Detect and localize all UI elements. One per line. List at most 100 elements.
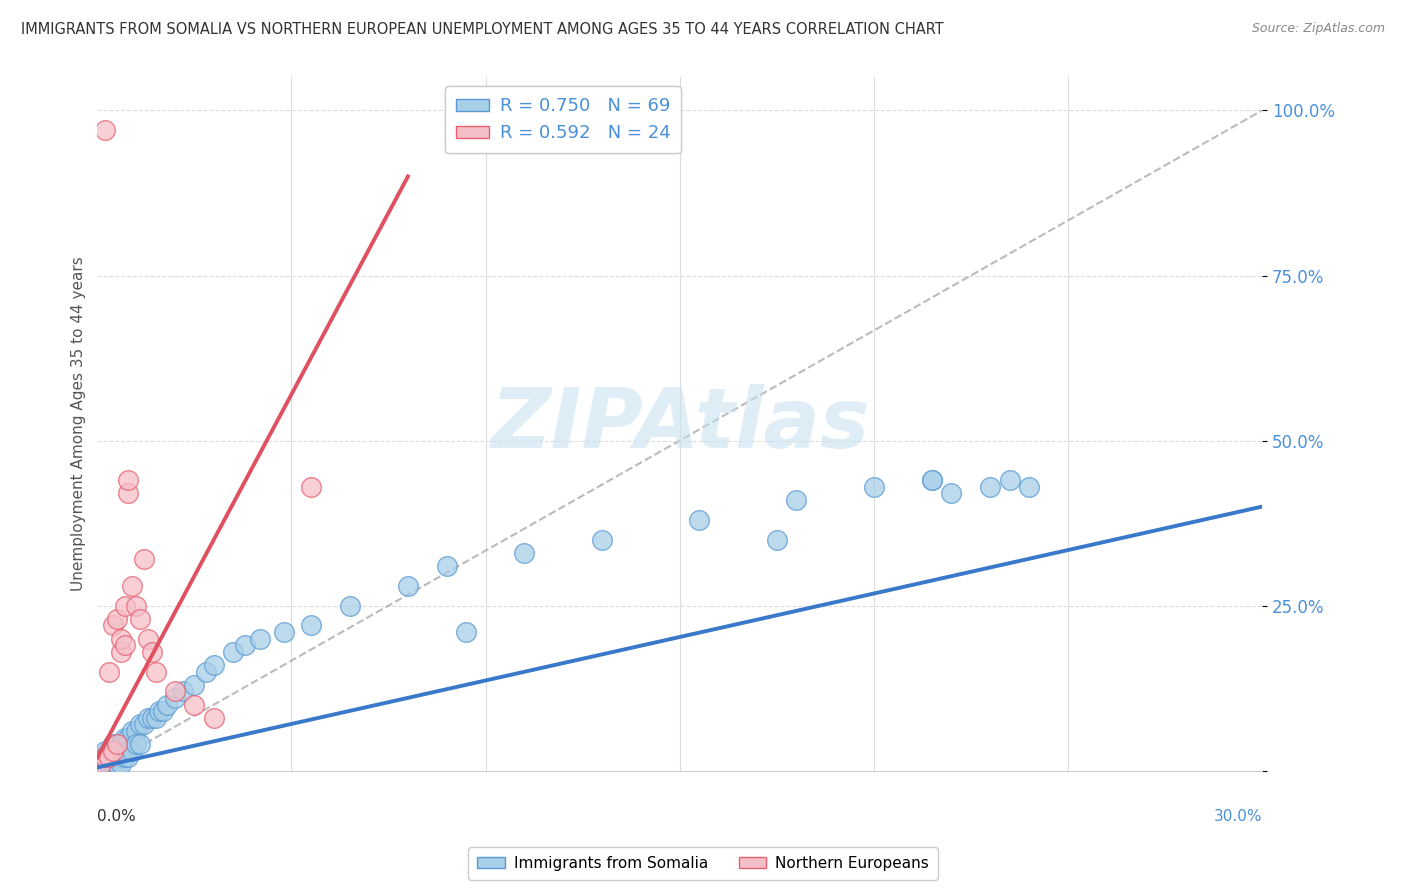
Point <box>299 480 322 494</box>
Point <box>98 750 121 764</box>
Point <box>105 612 128 626</box>
Point <box>183 698 205 712</box>
Point <box>114 750 136 764</box>
Point <box>688 513 710 527</box>
Point <box>136 711 159 725</box>
Point <box>163 691 186 706</box>
Point <box>101 737 124 751</box>
Point <box>339 599 361 613</box>
Point <box>114 599 136 613</box>
Point <box>105 757 128 772</box>
Point <box>117 750 139 764</box>
Point <box>101 744 124 758</box>
Point <box>90 750 112 764</box>
Point <box>152 704 174 718</box>
Point <box>114 744 136 758</box>
Point <box>202 658 225 673</box>
Point <box>121 724 143 739</box>
Point <box>591 533 613 547</box>
Point <box>94 744 117 758</box>
Point <box>105 750 128 764</box>
Point <box>125 599 148 613</box>
Point <box>90 757 112 772</box>
Point <box>105 744 128 758</box>
Point <box>129 612 152 626</box>
Point <box>765 533 787 547</box>
Point <box>129 737 152 751</box>
Point <box>117 486 139 500</box>
Point <box>114 638 136 652</box>
Point <box>125 724 148 739</box>
Text: IMMIGRANTS FROM SOMALIA VS NORTHERN EUROPEAN UNEMPLOYMENT AMONG AGES 35 TO 44 YE: IMMIGRANTS FROM SOMALIA VS NORTHERN EURO… <box>21 22 943 37</box>
Point <box>98 757 121 772</box>
Y-axis label: Unemployment Among Ages 35 to 44 years: Unemployment Among Ages 35 to 44 years <box>72 257 86 591</box>
Point <box>110 750 132 764</box>
Point <box>979 480 1001 494</box>
Point <box>125 737 148 751</box>
Legend: R = 0.750   N = 69, R = 0.592   N = 24: R = 0.750 N = 69, R = 0.592 N = 24 <box>446 87 681 153</box>
Point <box>110 737 132 751</box>
Point <box>941 486 963 500</box>
Point <box>117 473 139 487</box>
Point <box>921 473 943 487</box>
Point <box>195 665 218 679</box>
Point <box>156 698 179 712</box>
Point <box>172 684 194 698</box>
Point <box>101 757 124 772</box>
Point <box>105 737 128 751</box>
Point <box>136 632 159 646</box>
Point <box>110 744 132 758</box>
Point <box>101 757 124 772</box>
Point <box>94 757 117 772</box>
Point <box>513 546 536 560</box>
Point <box>101 744 124 758</box>
Point <box>998 473 1021 487</box>
Text: Source: ZipAtlas.com: Source: ZipAtlas.com <box>1251 22 1385 36</box>
Point <box>129 717 152 731</box>
Point <box>110 632 132 646</box>
Point <box>456 625 478 640</box>
Point <box>101 618 124 632</box>
Point <box>145 665 167 679</box>
Point <box>117 731 139 745</box>
Point <box>105 737 128 751</box>
Point <box>273 625 295 640</box>
Point <box>98 744 121 758</box>
Point <box>202 711 225 725</box>
Point <box>222 645 245 659</box>
Point <box>98 750 121 764</box>
Point <box>98 665 121 679</box>
Point <box>862 480 884 494</box>
Text: ZIPAtlas: ZIPAtlas <box>491 384 869 465</box>
Point <box>396 579 419 593</box>
Point <box>94 750 117 764</box>
Point <box>921 473 943 487</box>
Point <box>299 618 322 632</box>
Point <box>1018 480 1040 494</box>
Point <box>101 750 124 764</box>
Point <box>163 684 186 698</box>
Point <box>94 123 117 137</box>
Point <box>148 704 170 718</box>
Point <box>98 750 121 764</box>
Point <box>121 744 143 758</box>
Point <box>249 632 271 646</box>
Point <box>141 645 163 659</box>
Point <box>110 757 132 772</box>
Point <box>98 757 121 772</box>
Text: 0.0%: 0.0% <box>97 809 136 824</box>
Point <box>90 757 112 772</box>
Point <box>233 638 256 652</box>
Point <box>132 717 155 731</box>
Point <box>94 750 117 764</box>
Point <box>132 552 155 566</box>
Point <box>785 493 807 508</box>
Point <box>145 711 167 725</box>
Point <box>117 744 139 758</box>
Text: 30.0%: 30.0% <box>1213 809 1263 824</box>
Point <box>110 645 132 659</box>
Point <box>183 678 205 692</box>
Point <box>436 559 458 574</box>
Point <box>94 750 117 764</box>
Point <box>121 579 143 593</box>
